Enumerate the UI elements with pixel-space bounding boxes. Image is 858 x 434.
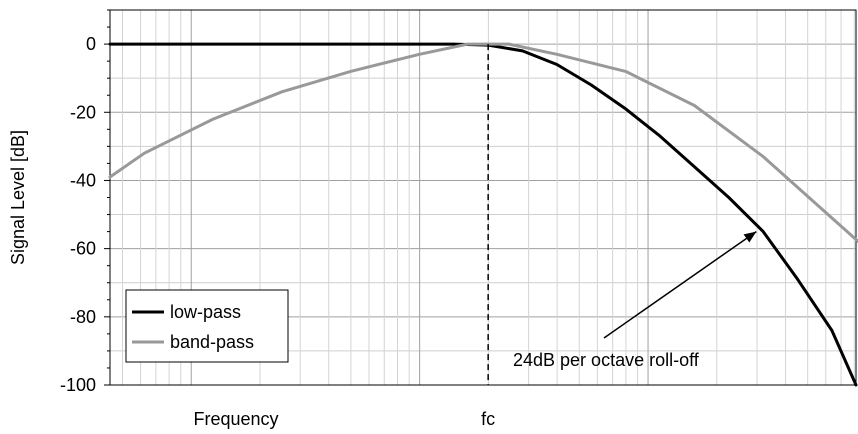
annotation: 24dB per octave roll-off [513, 230, 757, 370]
y-tick-label: -20 [70, 102, 96, 122]
y-tick-label: 0 [86, 34, 96, 54]
x-axis-label: Frequency [193, 409, 278, 429]
y-tick-label: -100 [60, 375, 96, 395]
legend-entry-low-pass: low-pass [170, 302, 241, 322]
annotation-arrowhead [743, 231, 757, 243]
legend-box [125, 289, 289, 363]
y-tick-label: -60 [70, 239, 96, 259]
y-axis: 0 -20 -40 -60 -80 -100 [60, 9, 110, 395]
annotation-text: 24dB per octave roll-off [513, 350, 700, 370]
legend-entry-band-pass: band-pass [170, 332, 254, 352]
series-line-low-pass [108, 42, 858, 387]
y-axis-label: Signal Level [dB] [8, 130, 28, 265]
legend: low-pass band-pass [125, 289, 289, 363]
y-tick-label: -80 [70, 307, 96, 327]
y-tick-label: -40 [70, 170, 96, 190]
annotation-arrow [603, 230, 757, 339]
fc-label: fc [481, 409, 495, 429]
